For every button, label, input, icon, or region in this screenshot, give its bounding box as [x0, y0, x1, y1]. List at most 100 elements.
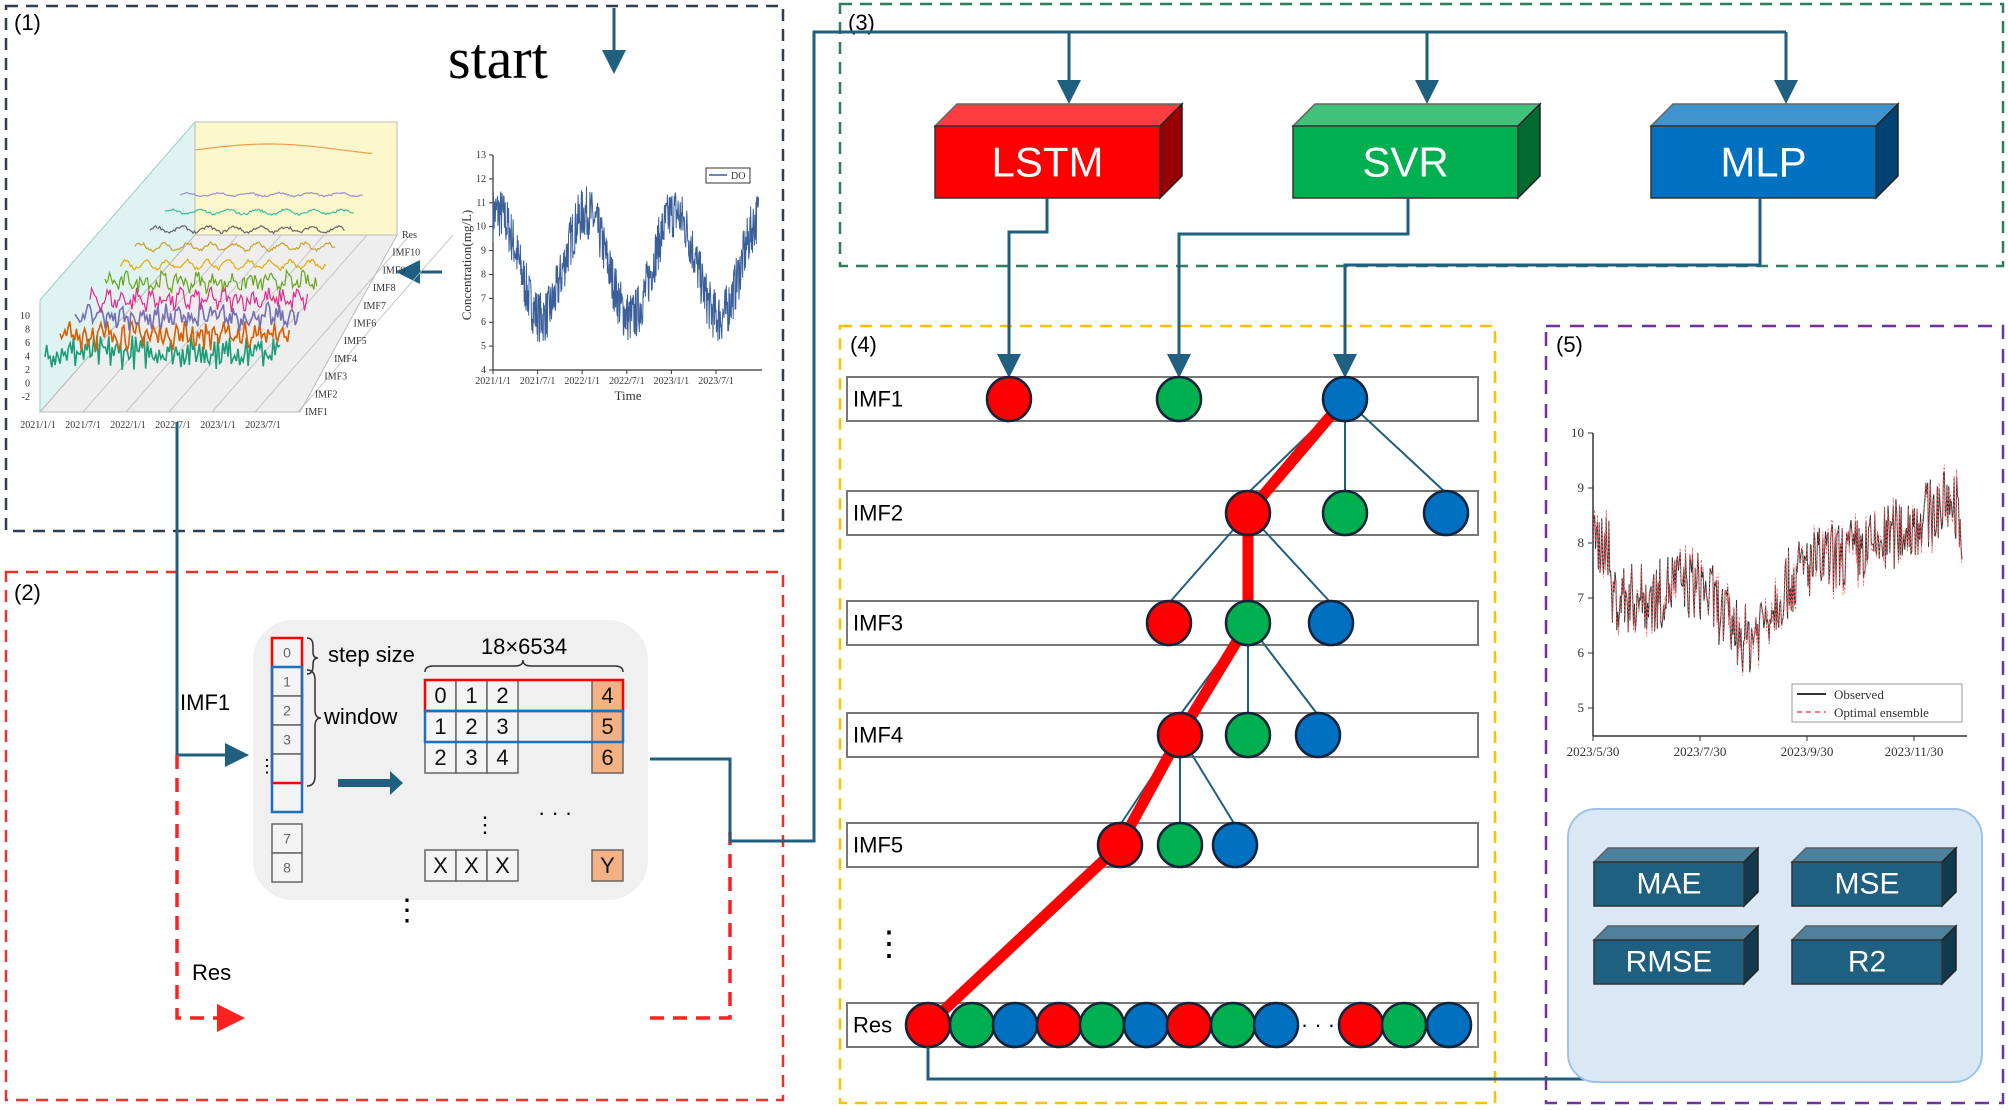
decomp-ytick-label: 6	[25, 338, 30, 349]
decomp-series-label: Res	[402, 230, 417, 241]
feature-value: 4	[496, 745, 508, 770]
metric-mae-label: MAE	[1636, 868, 1701, 901]
do-ytick-label: 6	[481, 317, 486, 328]
metric-r2-front	[1791, 939, 1943, 985]
imf-row-label: IMF5	[853, 833, 903, 858]
metric-r2-top	[1790, 925, 1958, 941]
feature-value: X	[433, 853, 448, 878]
do-ytick-label: 13	[476, 150, 486, 161]
model-node	[1380, 1001, 1428, 1049]
p5-xtick-label: 2023/9/30	[1781, 744, 1834, 759]
model-node	[991, 1001, 1039, 1049]
do-xtick-label: 2021/1/1	[475, 376, 511, 387]
model-node	[904, 1001, 952, 1049]
imf-row-label: IMF2	[853, 501, 903, 526]
decomp-ytick-label: 10	[20, 311, 30, 322]
sample-blue	[423, 709, 625, 744]
do-legend	[705, 167, 751, 184]
grid-line	[211, 234, 368, 413]
feature-value: X	[464, 853, 479, 878]
do-ytick-label: 5	[481, 341, 486, 352]
do-xtick-label: 2023/7/1	[698, 376, 734, 387]
decomp-series-imf6	[119, 258, 327, 272]
target-value: Y	[600, 853, 615, 878]
model-node	[1156, 821, 1204, 869]
target-value: 6	[601, 745, 613, 770]
p5-xtick-label: 2023/5/30	[1567, 744, 1620, 759]
window-brace	[306, 669, 322, 787]
model-node	[1294, 711, 1342, 759]
do-xlabel: Time	[615, 388, 642, 403]
legend-ensemble: Optimal ensemble	[1834, 705, 1929, 720]
model-lstm: LSTM	[933, 102, 1184, 200]
do-ytick-label: 12	[476, 174, 486, 185]
decomposition-3d-chart: IMF1 IMF2 IMF3 IMF4 IMF5 IMF6 IMF7 IMF8 IMF9 IMF1…	[20, 120, 454, 431]
res-dashed-arrow	[175, 755, 245, 1032]
decomp-xtick-label: 2023/1/1	[200, 420, 236, 431]
model-node	[1209, 1001, 1257, 1049]
model-node	[1307, 599, 1355, 647]
decomp-xtick-label: 2023/7/1	[245, 420, 281, 431]
imf-row	[846, 490, 1479, 536]
column-cell	[271, 823, 303, 854]
column-cell	[271, 782, 303, 813]
do-xtick-label: 2023/1/1	[654, 376, 690, 387]
window-label: window	[323, 704, 397, 729]
model-node	[1122, 1001, 1170, 1049]
panel-1-label: (1)	[14, 10, 41, 35]
imf1-input-label: IMF1	[180, 690, 230, 715]
panel-2-label: (2)	[14, 580, 41, 605]
decomp-series-label: IMF2	[315, 389, 338, 400]
model-node	[1078, 1001, 1126, 1049]
decomp-series-label: IMF5	[344, 336, 367, 347]
model-node	[1035, 1001, 1083, 1049]
model-node	[1425, 1001, 1473, 1049]
optimal-path	[924, 395, 1350, 1030]
do-xtick-label: 2022/1/1	[564, 376, 600, 387]
p5-ytick-label: 9	[1578, 480, 1585, 495]
decomp-series-label: IMF10	[392, 248, 420, 259]
metric-mae: MAE	[1592, 846, 1760, 908]
model-node	[1096, 821, 1144, 869]
do-ytick-label: 10	[476, 222, 486, 233]
model-node	[1224, 489, 1272, 537]
sample-matrix: 0 1 2 41 2 3 52 3 4 6X X X Y	[424, 679, 624, 882]
imf-row-label: IMF4	[853, 723, 903, 748]
decomp-series-imf8	[149, 224, 345, 235]
column-cell-value: 7	[283, 831, 291, 847]
p5-ytick-label: 10	[1571, 425, 1584, 440]
model-node	[1422, 489, 1470, 537]
target-value: 4	[601, 683, 613, 708]
metric-rmse-front	[1593, 939, 1745, 985]
model-mlp-front	[1650, 125, 1877, 199]
metric-mse-label: MSE	[1834, 868, 1899, 901]
metric-r2-label: R2	[1848, 946, 1886, 979]
feature-value: X	[495, 853, 510, 878]
decomp-xtick-label: 2022/1/1	[110, 420, 146, 431]
imf-row-label: IMF1	[853, 387, 903, 412]
p5-legend	[1791, 683, 1963, 723]
model-node	[948, 1001, 996, 1049]
model-node	[1321, 375, 1369, 423]
model-lstm-front	[934, 125, 1161, 199]
model-node	[1155, 375, 1203, 423]
column-dots: ⋮	[258, 756, 276, 776]
model-svr-label: SVR	[1362, 139, 1448, 186]
matrix-dims: 18×6534	[481, 634, 567, 659]
decomp-series-imf5	[104, 268, 318, 295]
feature-cell	[424, 849, 457, 882]
imf-row-label: IMF3	[853, 611, 903, 636]
feature-value: 2	[496, 683, 508, 708]
observed-line	[1592, 470, 1963, 673]
decomp-series-label: IMF3	[324, 372, 347, 383]
decomp-ytick-label: -2	[22, 392, 30, 403]
model-svr-front	[1292, 125, 1519, 199]
decomp-ytick-label: 0	[25, 379, 30, 390]
forecast-chart: 5 6 7 8 9 10 2023/5/30 2023/7/30 2023/9/30 2023/1…	[1567, 425, 1967, 759]
column-cell	[271, 852, 303, 883]
start-label: start	[448, 26, 548, 91]
model-lstm-top	[933, 103, 1184, 127]
res-ellipsis: · · ·	[1301, 1012, 1335, 1037]
column-cell-value: 8	[283, 860, 291, 876]
feature-cell	[486, 849, 519, 882]
